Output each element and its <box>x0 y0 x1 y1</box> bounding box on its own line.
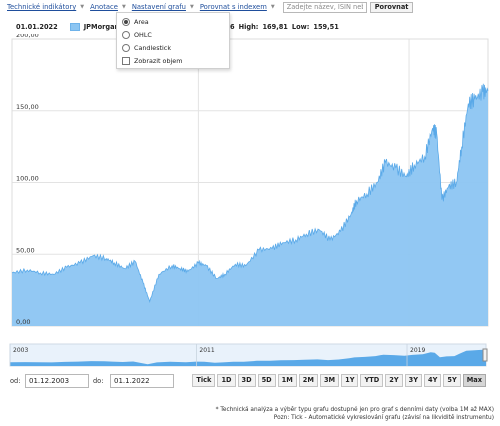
chart-type-option-ohlc[interactable]: OHLC <box>117 28 229 41</box>
y-tick-label: 50,00 <box>16 246 35 254</box>
radio-icon[interactable] <box>122 30 130 39</box>
option-label: Candlestick <box>134 43 172 52</box>
chevron-down-icon[interactable]: ▼ <box>80 4 85 10</box>
zoom-button-1y[interactable]: 1Y <box>341 374 359 387</box>
annotations-link[interactable]: Anotace <box>90 3 118 11</box>
footnote-technical: * Technická analýza a výběr typu grafu d… <box>215 407 494 413</box>
from-date-input[interactable] <box>25 374 89 388</box>
info-high-label: High: <box>238 23 259 31</box>
technical-indicators-link[interactable]: Technické indikátory <box>7 3 77 11</box>
zoom-button-3d[interactable]: 3D <box>237 374 256 387</box>
price-area-chart[interactable]: 200,00 150,00 100,00 50,00 0,00 <box>0 34 500 334</box>
chart-type-dropdown: Area OHLC Candlestick Zobrazit objem <box>116 12 230 69</box>
from-label: od: <box>10 377 21 385</box>
radio-selected-icon[interactable] <box>122 17 130 26</box>
navigator-area <box>10 349 486 366</box>
navigator-year-label: 2019 <box>410 347 425 354</box>
navigator-chart[interactable]: 2003 2011 2019 <box>0 342 500 368</box>
zoom-button-3y[interactable]: 3Y <box>404 374 422 387</box>
chevron-down-icon[interactable]: ▼ <box>270 4 275 10</box>
info-low-label: Low: <box>291 23 310 31</box>
chart-type-option-area[interactable]: Area <box>117 15 229 28</box>
chart-settings-link[interactable]: Nastavení grafu <box>131 3 186 11</box>
series-swatch <box>69 23 80 31</box>
info-date: 01.01.2022 <box>16 23 58 31</box>
info-high-value: 169,81 <box>262 23 288 31</box>
zoom-buttons: Tick 1D 3D 5D 1M 2M 3M 1Y YTD 2Y 3Y 4Y 5Y Max <box>192 374 486 387</box>
navigator-year-label: 2011 <box>199 347 214 354</box>
zoom-button-2m[interactable]: 2M <box>298 374 318 387</box>
zoom-button-2y[interactable]: 2Y <box>385 374 403 387</box>
radio-icon[interactable] <box>122 43 130 52</box>
zoom-button-5y[interactable]: 5Y <box>443 374 461 387</box>
option-label: OHLC <box>134 30 152 39</box>
to-label: do: <box>93 377 104 385</box>
price-area <box>12 83 488 326</box>
to-date-input[interactable] <box>110 374 174 388</box>
zoom-button-ytd[interactable]: YTD <box>360 374 384 387</box>
zoom-button-4y[interactable]: 4Y <box>423 374 442 387</box>
chevron-down-icon[interactable]: ▼ <box>121 4 126 10</box>
show-volume-option[interactable]: Zobrazit objem <box>117 54 229 67</box>
zoom-button-1d[interactable]: 1D <box>217 374 236 387</box>
compare-button[interactable]: Porovnat <box>369 1 414 13</box>
option-label: Zobrazit objem <box>134 56 183 65</box>
checkbox-icon[interactable] <box>122 56 130 65</box>
info-series-name: JPMorgan Cha <box>83 23 136 31</box>
compare-index-link[interactable]: Porovnat s indexem <box>199 3 267 11</box>
navigator-handle[interactable] <box>482 348 488 362</box>
y-tick-label: 100,00 <box>16 175 39 183</box>
y-tick-label: 200,00 <box>16 34 39 39</box>
zoom-button-tick[interactable]: Tick <box>192 374 216 387</box>
price-line <box>11 83 489 304</box>
footnotes: * Technická analýza a výběr typu grafu d… <box>216 406 494 422</box>
chart-type-option-candlestick[interactable]: Candlestick <box>117 41 229 54</box>
chart-toolbar: Technické indikátory ▼ Anotace ▼ Nastave… <box>0 0 500 14</box>
zoom-button-1m[interactable]: 1M <box>277 374 297 387</box>
zoom-button-5d[interactable]: 5D <box>257 374 276 387</box>
info-high-low: 6 High: 169,81 Low: 159,51 <box>230 22 339 32</box>
info-partial: 6 <box>230 23 235 31</box>
chart-info-row: 01.01.2022 JPMorgan Cha <box>16 22 136 32</box>
y-tick-label: 0,00 <box>16 318 30 326</box>
footnote-tick: Pozn: Tick - Automatické vykreslování gr… <box>273 415 494 421</box>
isin-search-input[interactable] <box>282 1 367 13</box>
info-low-value: 159,51 <box>313 23 339 31</box>
option-label: Area <box>134 17 149 26</box>
y-tick-label: 150,00 <box>16 103 39 111</box>
navigator-year-label: 2003 <box>13 347 28 354</box>
chevron-down-icon[interactable]: ▼ <box>189 4 194 10</box>
zoom-button-3m[interactable]: 3M <box>319 374 340 387</box>
zoom-button-max[interactable]: Max <box>462 374 486 387</box>
